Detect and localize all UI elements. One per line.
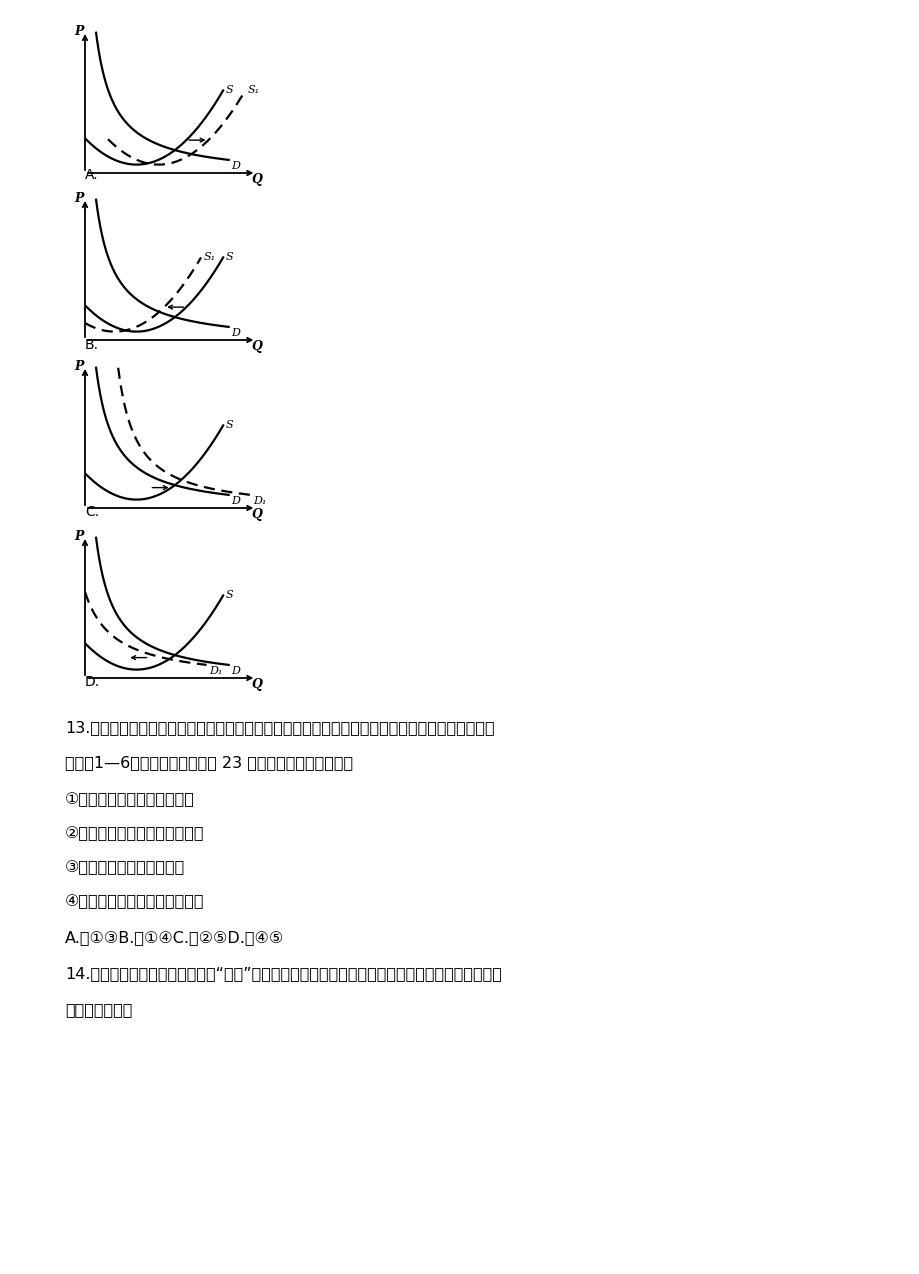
Text: P: P	[74, 191, 83, 205]
Text: ②移动支付增加货币实际供应量: ②移动支付增加货币实际供应量	[65, 826, 204, 841]
Text: S₁: S₁	[248, 85, 260, 96]
Text: S: S	[226, 590, 233, 600]
Text: P: P	[74, 530, 83, 543]
Text: Q: Q	[251, 508, 262, 521]
Text: Q: Q	[251, 340, 262, 353]
Text: ③金融创新进了经济的发展: ③金融创新进了经济的发展	[65, 860, 185, 875]
Text: S₁: S₁	[204, 252, 216, 262]
Text: D: D	[232, 162, 240, 172]
Text: 侧改革的启示有: 侧改革的启示有	[65, 1001, 132, 1017]
Text: D.: D.	[85, 675, 100, 689]
Text: A.　①③B.　①④C.　②⑤D.　④⑤: A. ①③B. ①④C. ②⑤D. ④⑤	[65, 930, 284, 945]
Text: Q: Q	[251, 173, 262, 186]
Text: D₁: D₁	[254, 497, 267, 507]
Text: S: S	[226, 252, 233, 262]
Text: B.: B.	[85, 338, 99, 352]
Text: C.: C.	[85, 505, 99, 519]
Text: 据统计1—6月我国移动支付高达 23 万亿元人民币。出此可见: 据统计1—6月我国移动支付高达 23 万亿元人民币。出此可见	[65, 755, 353, 769]
Text: A.: A.	[85, 168, 98, 182]
Text: S: S	[226, 420, 233, 431]
Text: D: D	[232, 666, 240, 676]
Text: 14.　随着人们消费水平的提高，“嘟购”受到越来越多人的青睐，其原因如下图所示，它对我国供给: 14. 随着人们消费水平的提高，“嘟购”受到越来越多人的青睐，其原因如下图所示，…	[65, 966, 502, 981]
Text: P: P	[74, 24, 83, 37]
Text: D: D	[232, 329, 240, 339]
Text: 13.　以微信、文付宝为代表的移动支付成了不少中国人的消费新时尚，快速渗透人们的日常生活。: 13. 以微信、文付宝为代表的移动支付成了不少中国人的消费新时尚，快速渗透人们的…	[65, 720, 494, 735]
Text: S: S	[226, 85, 233, 96]
Text: ①移动支付加快商品流通遗度: ①移动支付加快商品流通遗度	[65, 792, 195, 806]
Text: D₁: D₁	[210, 666, 222, 676]
Text: P: P	[74, 359, 83, 372]
Text: ④新的消费体验优化了消费结构: ④新的消费体验优化了消费结构	[65, 894, 204, 910]
Text: D: D	[232, 497, 240, 507]
Text: Q: Q	[251, 678, 262, 692]
